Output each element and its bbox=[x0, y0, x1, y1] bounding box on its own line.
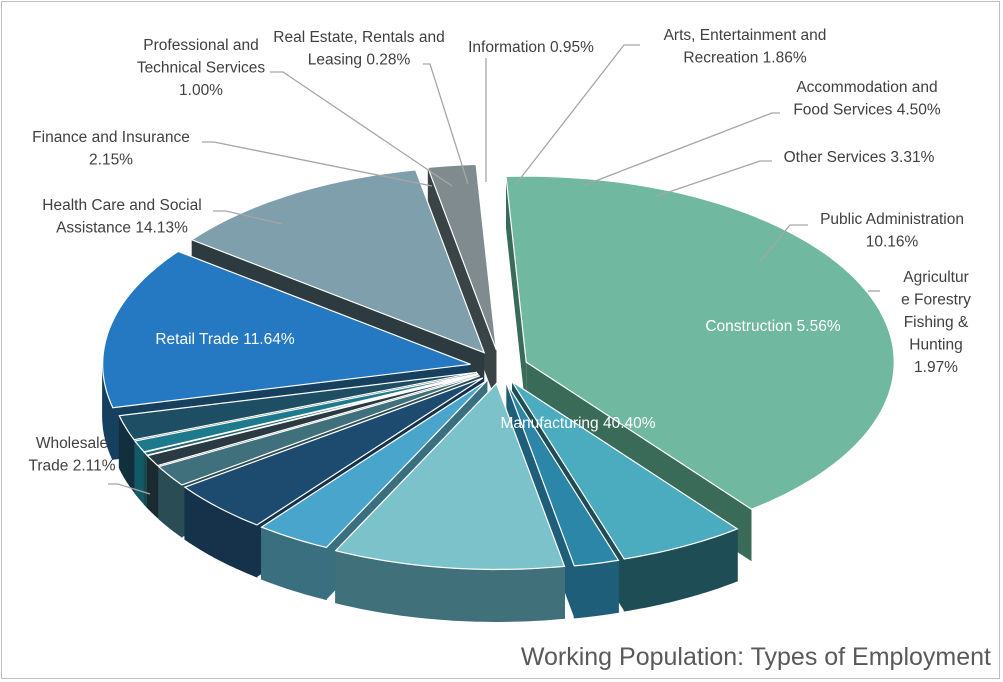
leader-line bbox=[656, 160, 772, 197]
data-label: Construction 5.56% bbox=[705, 318, 840, 335]
data-label: Health Care and Social Assistance 14.13% bbox=[42, 197, 201, 237]
slice-wall bbox=[506, 176, 527, 415]
pie-slice-wholesale-trade bbox=[426, 163, 497, 351]
data-label-line: 2.15% bbox=[89, 152, 133, 169]
data-label: Retail Trade 11.64% bbox=[155, 331, 295, 348]
data-label-line: Wholesale bbox=[36, 435, 108, 452]
leader-line bbox=[108, 483, 151, 495]
data-label: Manufacturing 40.40% bbox=[500, 415, 655, 432]
data-label: Agricultur e Forestry Fishing & Hunting 1.97… bbox=[901, 269, 971, 376]
data-label-line: Assistance 14.13% bbox=[56, 220, 188, 237]
leader-line bbox=[584, 112, 780, 186]
chart-title: Working Population: Types of Employment bbox=[520, 643, 991, 671]
data-label-line: e Forestry bbox=[901, 292, 971, 309]
data-label: Public Administration 10.16% bbox=[820, 211, 964, 251]
data-labels: Manufacturing 40.40% Construction 5.56% Ag… bbox=[28, 27, 971, 475]
data-label-line: Leasing 0.28% bbox=[308, 52, 411, 69]
leader-lines bbox=[108, 44, 880, 495]
data-label-line: Manufacturing 40.40% bbox=[500, 415, 655, 432]
leader-line bbox=[270, 71, 453, 187]
data-label-line: Construction 5.56% bbox=[705, 318, 840, 335]
pie-slices bbox=[102, 163, 895, 571]
data-label-line: Public Administration bbox=[820, 211, 964, 228]
pie-slice-finance-and-insurance bbox=[118, 371, 478, 441]
data-label-line: Recreation 1.86% bbox=[683, 50, 806, 67]
data-label-line: Information 0.95% bbox=[468, 39, 594, 56]
data-label: Accommodation and Food Services 4.50% bbox=[793, 79, 941, 119]
data-label-line: Retail Trade 11.64% bbox=[155, 331, 295, 348]
leader-line bbox=[423, 63, 469, 185]
data-label-line: Hunting bbox=[909, 337, 962, 354]
data-label: Professional and Technical Services 1.00% bbox=[137, 37, 266, 99]
leader-line bbox=[759, 224, 808, 263]
pie-slice-health-care-and-social-assistance bbox=[102, 250, 471, 409]
pie-slice-manufacturing bbox=[505, 175, 895, 510]
leader-line bbox=[213, 210, 283, 225]
data-label-line: Health Care and Social bbox=[42, 197, 201, 214]
data-label-line: Arts, Entertainment and bbox=[664, 27, 827, 44]
data-label-line: Finance and Insurance bbox=[32, 129, 190, 146]
data-label: Other Services 3.31% bbox=[784, 149, 935, 166]
data-label-line: 10.16% bbox=[866, 234, 919, 251]
data-label: Real Estate, Rentals and Leasing 0.28% bbox=[273, 29, 444, 69]
data-label-line: Fishing & bbox=[904, 314, 969, 331]
slice-side bbox=[143, 451, 148, 508]
data-label-line: Technical Services bbox=[137, 60, 266, 77]
data-label: Finance and Insurance 2.15% bbox=[32, 129, 190, 169]
data-label-line: Trade 2.11% bbox=[28, 458, 115, 475]
pie-slice-real-estate-rentals-and-leasing bbox=[143, 373, 479, 456]
pie-slice-professional-and-technical-services bbox=[133, 373, 479, 453]
pie-slice-other-services bbox=[260, 379, 488, 549]
data-label: Wholesale Trade 2.11% bbox=[28, 435, 115, 475]
pie-slice-arts-entertainment-and-recreation bbox=[157, 375, 481, 486]
leader-line bbox=[515, 44, 640, 185]
pie-slice-public-administration bbox=[334, 382, 566, 571]
data-label-line: 1.00% bbox=[179, 82, 223, 99]
pie-slice-accommodation-and-food-services bbox=[183, 377, 484, 526]
data-label-line: Food Services 4.50% bbox=[793, 102, 941, 119]
slice-side bbox=[573, 559, 619, 619]
data-label-line: Accommodation and bbox=[796, 79, 937, 96]
data-label-line: Other Services 3.31% bbox=[784, 149, 935, 166]
pie-slice-construction bbox=[511, 381, 739, 560]
data-label-line: Real Estate, Rentals and bbox=[273, 29, 444, 46]
data-label-line: 1.97% bbox=[914, 359, 958, 376]
data-label: Arts, Entertainment and Recreation 1.86% bbox=[664, 27, 827, 67]
data-label-line: Professional and bbox=[143, 37, 258, 54]
pie-slice-information bbox=[146, 374, 479, 467]
data-label: Information 0.95% bbox=[468, 39, 594, 56]
leader-line bbox=[202, 141, 433, 187]
pie-slice-agriculture-forestry-fishing-hunting bbox=[505, 382, 620, 567]
data-label-line: Agricultur bbox=[903, 269, 968, 286]
